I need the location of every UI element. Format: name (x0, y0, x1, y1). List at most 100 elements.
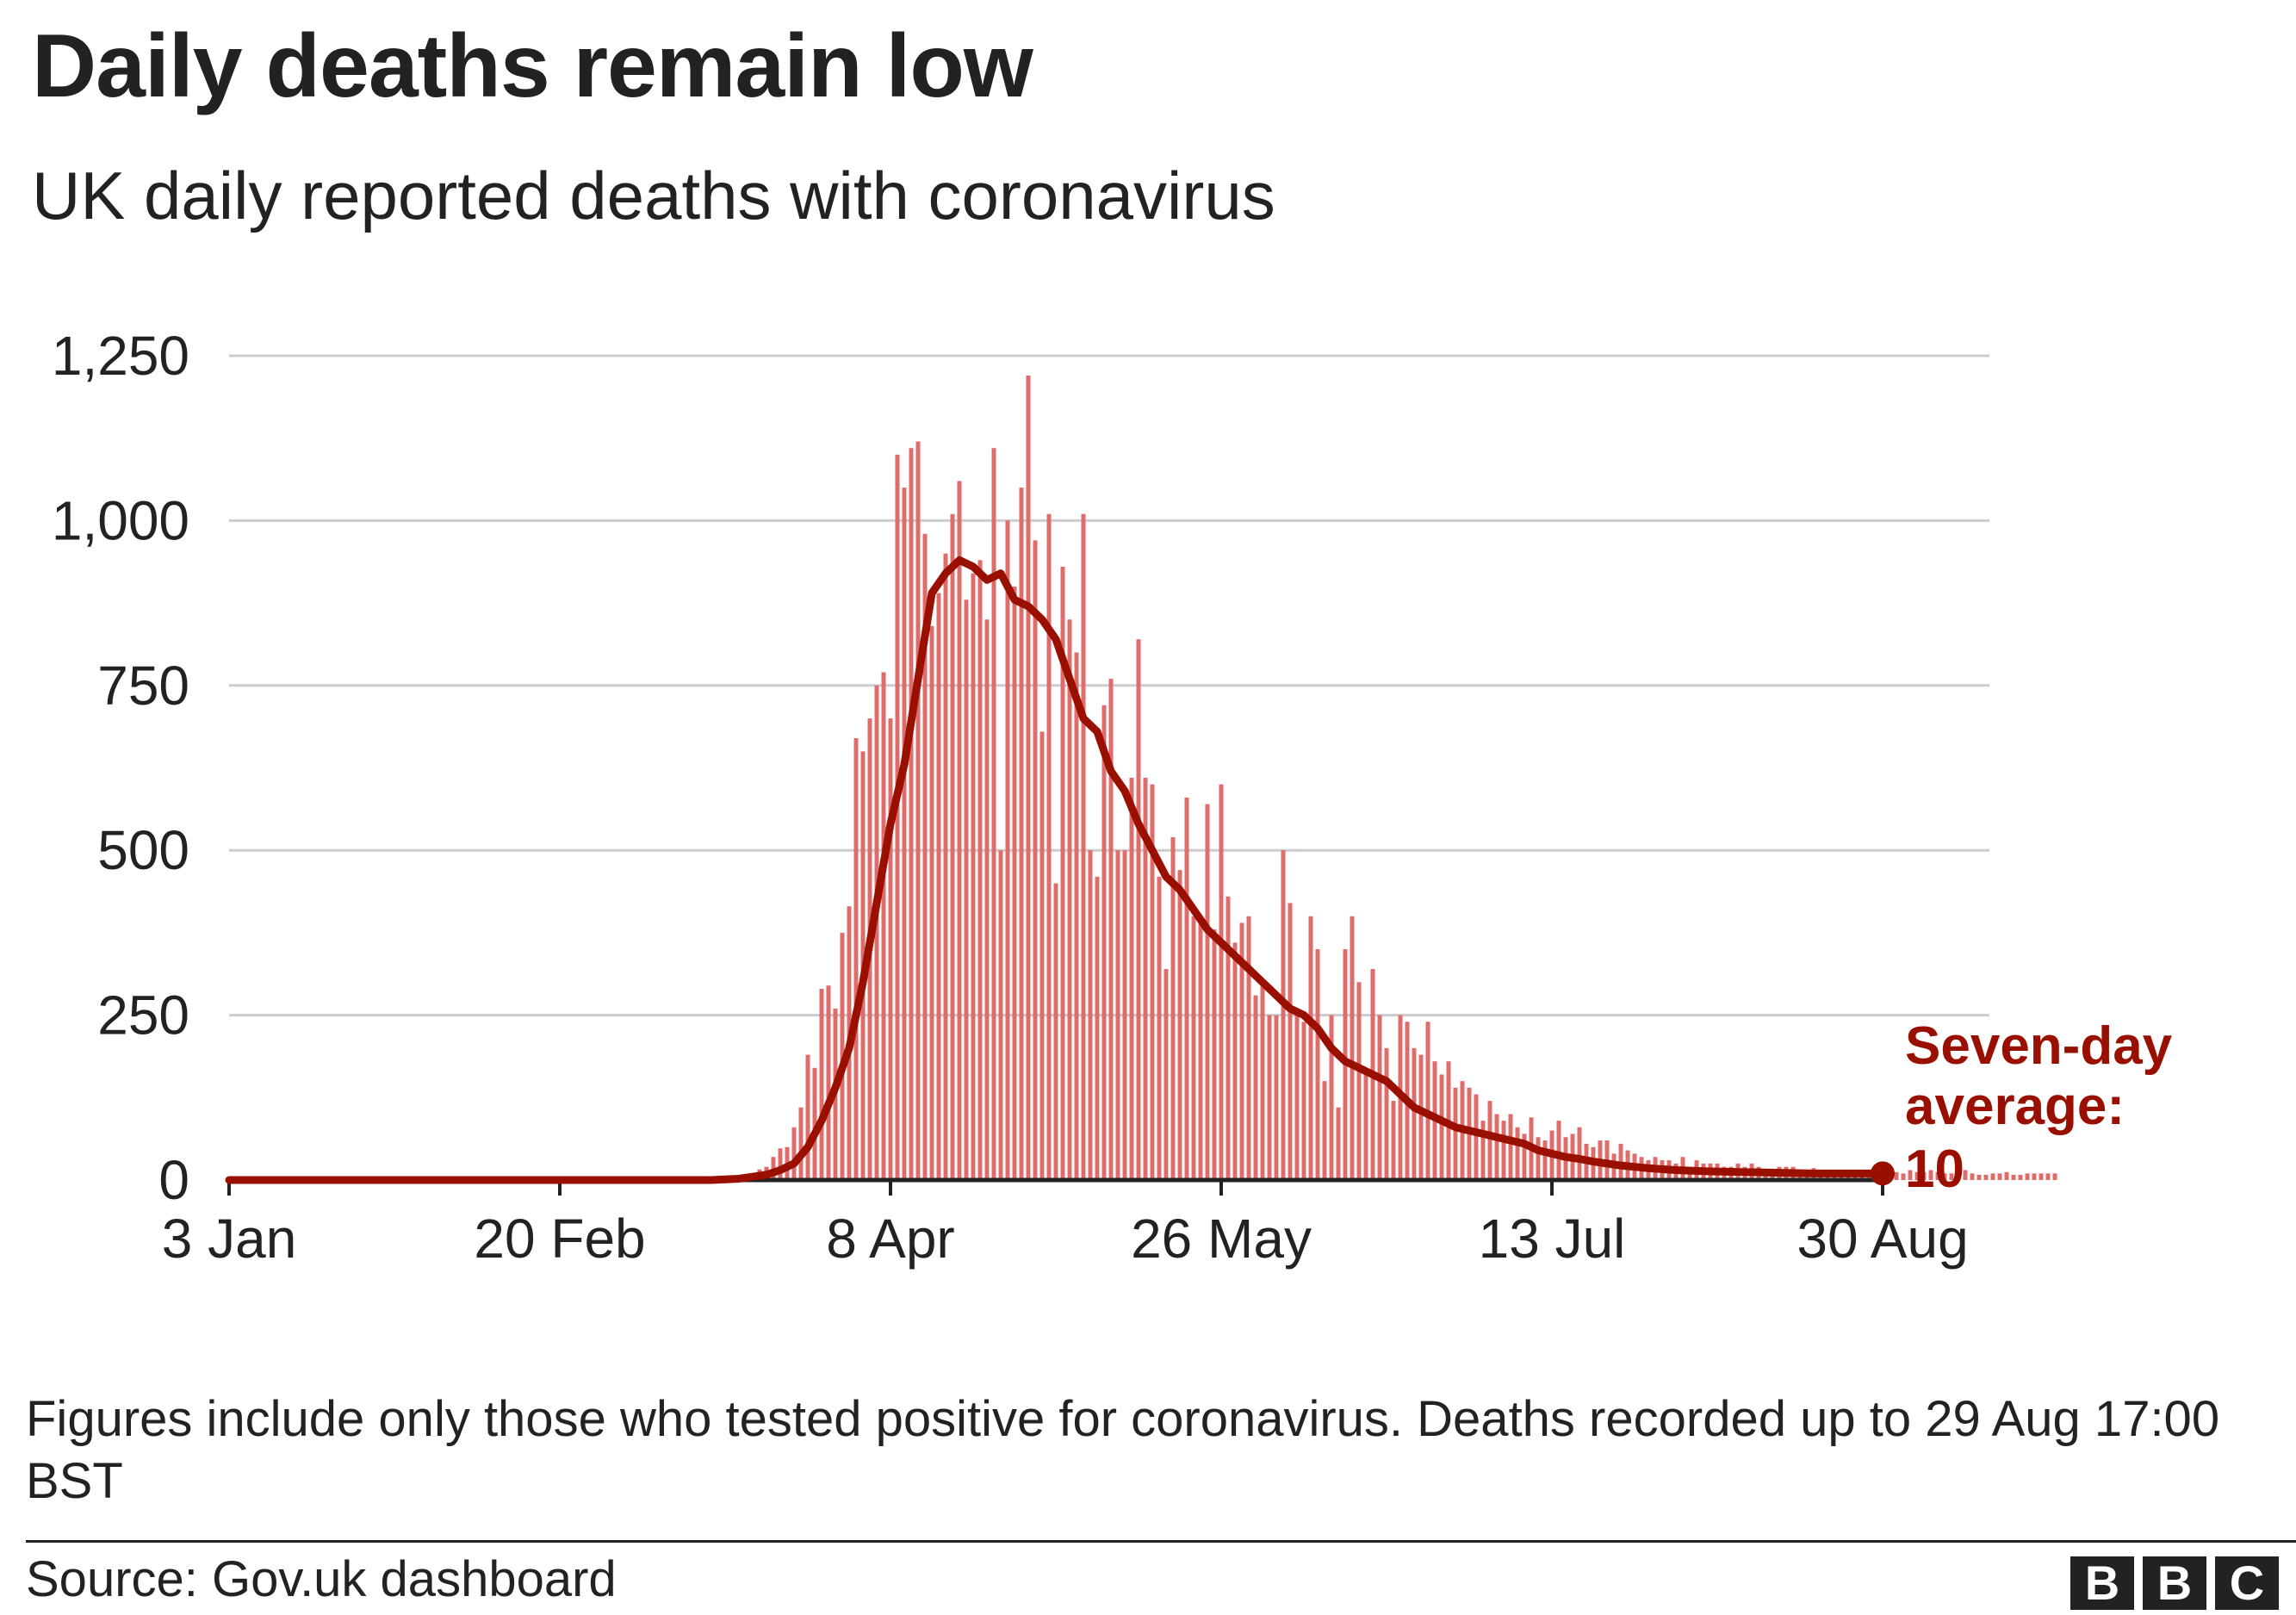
daily-deaths-bar (1956, 1173, 1961, 1180)
daily-deaths-bar (915, 441, 921, 1180)
daily-deaths-bar (1418, 1054, 1424, 1180)
daily-deaths-bar (1143, 777, 1148, 1180)
daily-deaths-bar (1164, 969, 1169, 1180)
daily-deaths-bar (1976, 1174, 1982, 1180)
daily-deaths-bar (895, 454, 900, 1180)
daily-deaths-bar (1205, 804, 1210, 1180)
deaths-chart: 0 250 500 750 1,000 1,250 3 Jan 20 Feb 8 Apr 26 … (52, 325, 2173, 1270)
daily-deaths-bar (1522, 1134, 1527, 1180)
chart-subtitle: UK daily reported deaths with coronaviru… (32, 158, 1275, 233)
daily-deaths-bar (1894, 1171, 1899, 1180)
daily-deaths-bar (1329, 1015, 1334, 1180)
daily-deaths-bar (1184, 797, 1189, 1180)
daily-deaths-bar (1005, 520, 1010, 1180)
daily-deaths-bar (1315, 949, 1320, 1180)
daily-deaths-bar (1536, 1137, 1541, 1180)
daily-deaths-bar (1935, 1171, 1940, 1180)
daily-deaths-bar (1350, 916, 1355, 1180)
seven-day-average-label-line: Seven-day (1905, 1016, 2173, 1076)
daily-deaths-bar (2032, 1173, 2037, 1180)
daily-deaths-bar (1336, 1107, 1341, 1180)
daily-deaths-bar (1212, 929, 1217, 1180)
seven-day-average-series (225, 556, 1887, 1184)
y-tick-label: 1,250 (52, 325, 189, 387)
y-tick-label: 500 (97, 819, 189, 881)
daily-deaths-bar (1384, 1047, 1389, 1180)
x-axis-labels: 3 Jan 20 Feb 8 Apr 26 May 13 Jul 30 Aug (162, 1208, 1969, 1270)
daily-deaths-bar (853, 738, 859, 1180)
daily-deaths-bar (1453, 1087, 1458, 1180)
daily-deaths-bar (778, 1148, 783, 1180)
daily-deaths-bar (1480, 1121, 1486, 1180)
seven-day-average-label-line: 10 (1905, 1140, 1964, 1199)
daily-deaths-bar (1026, 375, 1031, 1180)
daily-deaths-bar (1363, 1074, 1368, 1180)
bbc-logo-letter: C (2215, 1556, 2279, 1610)
daily-deaths-bar (1970, 1173, 1975, 1180)
seven-day-average-label-line: average: (1905, 1077, 2125, 1136)
daily-deaths-bar (1983, 1174, 1989, 1180)
daily-deaths-bar (1928, 1170, 1933, 1180)
daily-deaths-bar (1226, 896, 1231, 1180)
daily-deaths-bar (798, 1107, 804, 1180)
daily-deaths-bar (1474, 1094, 1479, 1180)
daily-deaths-bar (1060, 566, 1065, 1180)
x-tick-label: 8 Apr (826, 1208, 954, 1270)
daily-deaths-bar (1556, 1121, 1561, 1180)
daily-deaths-bar (1150, 784, 1155, 1180)
daily-deaths-bar (1508, 1114, 1513, 1180)
daily-deaths-bar (805, 1054, 810, 1180)
daily-deaths-bar (964, 599, 969, 1180)
daily-deaths-bar (1294, 1008, 1300, 1180)
daily-deaths-bar (1260, 982, 1265, 1180)
daily-deaths-bar (812, 1067, 817, 1180)
daily-deaths-bar (2011, 1174, 2016, 1180)
y-tick-label: 0 (158, 1149, 189, 1211)
daily-deaths-bar (1515, 1127, 1520, 1180)
y-axis-labels: 0 250 500 750 1,000 1,250 (52, 325, 189, 1211)
daily-deaths-bar (1191, 916, 1196, 1180)
daily-deaths-bar (1356, 982, 1362, 1180)
daily-deaths-bar (1308, 916, 1313, 1180)
daily-deaths-bar (1253, 995, 1258, 1180)
y-tick-label: 750 (97, 655, 189, 717)
bbc-logo-letter: B (2143, 1556, 2206, 1610)
daily-deaths-bar (1219, 784, 1224, 1180)
daily-deaths-bar (819, 988, 824, 1180)
daily-deaths-bar (1267, 1015, 1272, 1180)
x-tick-label: 13 Jul (1479, 1208, 1626, 1270)
daily-deaths-bar (1239, 922, 1244, 1180)
daily-deaths-bar (922, 533, 928, 1180)
daily-deaths-bar (2038, 1173, 2044, 1180)
daily-deaths-bar (1136, 639, 1141, 1180)
daily-deaths-bar (1053, 883, 1058, 1180)
daily-deaths-bar (1494, 1114, 1499, 1180)
daily-deaths-bar (1232, 942, 1238, 1180)
footnote: Figures include only those who tested po… (26, 1391, 2220, 1509)
daily-deaths-bar (1487, 1101, 1492, 1180)
daily-deaths-bar (1246, 916, 1251, 1180)
seven-day-average-endpoint (1871, 1161, 1895, 1186)
daily-deaths-bar (1019, 488, 1024, 1180)
daily-deaths-bar (1501, 1121, 1506, 1180)
daily-deaths-bar (1577, 1127, 1582, 1180)
daily-deaths-bar (977, 560, 983, 1180)
daily-deaths-bar (1122, 850, 1127, 1180)
y-tick-label: 250 (97, 985, 189, 1047)
daily-deaths-bar (1301, 1022, 1306, 1180)
daily-deaths-bar (1942, 1173, 1947, 1180)
daily-deaths-bar (936, 593, 941, 1180)
daily-deaths-bar (1288, 903, 1293, 1180)
daily-deaths-bar (1542, 1140, 1548, 1180)
x-tick-label: 20 Feb (474, 1208, 645, 1270)
y-tick-label: 1,000 (52, 489, 189, 551)
footer-divider (26, 1540, 2296, 1543)
daily-deaths-bar (1067, 619, 1072, 1180)
daily-deaths-bar (874, 685, 879, 1180)
daily-deaths-bar (1101, 705, 1107, 1180)
daily-deaths-bar (957, 481, 962, 1180)
bbc-logo-letter: B (2070, 1556, 2134, 1610)
daily-deaths-bar (1033, 540, 1038, 1180)
daily-deaths-bar (1095, 876, 1100, 1180)
